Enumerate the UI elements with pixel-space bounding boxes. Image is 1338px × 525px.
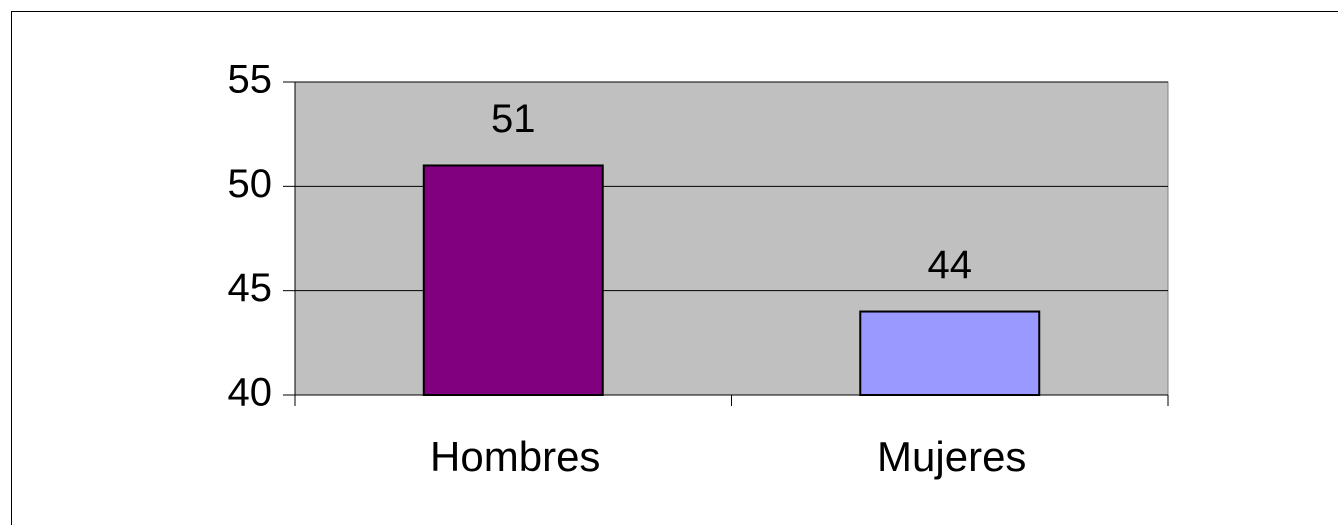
x-tick-label: Mujeres: [877, 433, 1026, 480]
y-tick-label: 55: [228, 58, 273, 102]
y-tick-label: 40: [228, 371, 273, 415]
bar: [859, 310, 1041, 396]
bar: [422, 164, 604, 396]
data-label: 44: [928, 243, 973, 287]
x-tick-label: Hombres: [430, 433, 600, 480]
y-tick-label: 45: [228, 266, 273, 310]
y-tick-label: 50: [228, 162, 273, 206]
data-label: 51: [491, 97, 536, 141]
